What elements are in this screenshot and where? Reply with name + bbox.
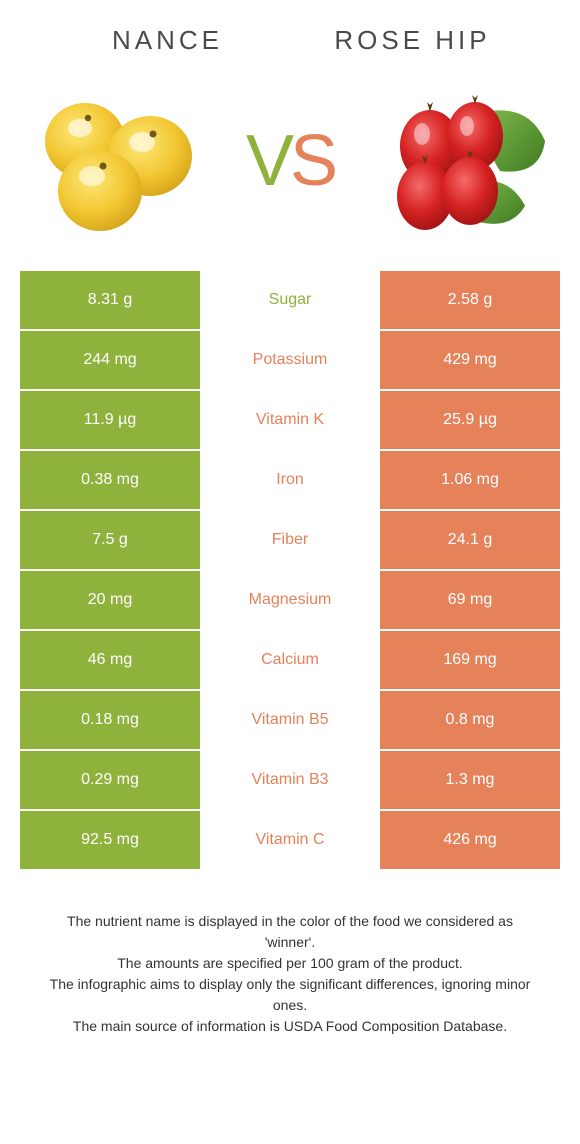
nutrient-label: Calcium — [200, 631, 380, 689]
left-value: 7.5 g — [20, 511, 200, 569]
left-value: 11.9 µg — [20, 391, 200, 449]
left-value: 0.29 mg — [20, 751, 200, 809]
right-value: 25.9 µg — [380, 391, 560, 449]
table-row: 11.9 µgVitamin K25.9 µg — [20, 391, 560, 451]
right-food-title: ROSE HIP — [290, 25, 535, 56]
nutrient-label: Sugar — [200, 271, 380, 329]
left-value: 8.31 g — [20, 271, 200, 329]
left-value: 244 mg — [20, 331, 200, 389]
right-value: 1.3 mg — [380, 751, 560, 809]
right-value: 426 mg — [380, 811, 560, 869]
nutrient-label: Vitamin C — [200, 811, 380, 869]
table-row: 0.29 mgVitamin B31.3 mg — [20, 751, 560, 811]
left-food-title: NANCE — [45, 25, 290, 56]
nutrient-label: Potassium — [200, 331, 380, 389]
nutrient-label: Iron — [200, 451, 380, 509]
footnote-line: The infographic aims to display only the… — [40, 974, 540, 1016]
left-value: 0.38 mg — [20, 451, 200, 509]
footnote-line: The amounts are specified per 100 gram o… — [40, 953, 540, 974]
footnote-line: The main source of information is USDA F… — [40, 1016, 540, 1037]
nutrient-table: 8.31 gSugar2.58 g244 mgPotassium429 mg11… — [20, 271, 560, 871]
nutrient-label: Fiber — [200, 511, 380, 569]
table-row: 46 mgCalcium169 mg — [20, 631, 560, 691]
table-row: 244 mgPotassium429 mg — [20, 331, 560, 391]
right-value: 2.58 g — [380, 271, 560, 329]
footnotes: The nutrient name is displayed in the co… — [20, 911, 560, 1067]
vs-label: VS — [246, 125, 334, 197]
nutrient-label: Magnesium — [200, 571, 380, 629]
right-value: 1.06 mg — [380, 451, 560, 509]
table-row: 8.31 gSugar2.58 g — [20, 271, 560, 331]
right-value: 24.1 g — [380, 511, 560, 569]
hero-row: VS — [20, 86, 560, 236]
left-value: 20 mg — [20, 571, 200, 629]
footnote-line: The nutrient name is displayed in the co… — [40, 911, 540, 953]
rosehip-icon — [370, 86, 550, 236]
table-row: 20 mgMagnesium69 mg — [20, 571, 560, 631]
right-value: 0.8 mg — [380, 691, 560, 749]
nutrient-label: Vitamin K — [200, 391, 380, 449]
nutrient-label: Vitamin B5 — [200, 691, 380, 749]
table-row: 7.5 gFiber24.1 g — [20, 511, 560, 571]
table-row: 0.38 mgIron1.06 mg — [20, 451, 560, 511]
vs-s: S — [290, 121, 334, 201]
title-row: NANCE ROSE HIP — [20, 25, 560, 56]
nutrient-label: Vitamin B3 — [200, 751, 380, 809]
right-value: 169 mg — [380, 631, 560, 689]
infographic: NANCE ROSE HIP VS — [0, 0, 580, 1067]
nance-icon — [30, 86, 210, 236]
vs-v: V — [246, 121, 290, 201]
left-value: 46 mg — [20, 631, 200, 689]
right-value: 429 mg — [380, 331, 560, 389]
left-value: 92.5 mg — [20, 811, 200, 869]
left-value: 0.18 mg — [20, 691, 200, 749]
right-value: 69 mg — [380, 571, 560, 629]
table-row: 0.18 mgVitamin B50.8 mg — [20, 691, 560, 751]
table-row: 92.5 mgVitamin C426 mg — [20, 811, 560, 871]
